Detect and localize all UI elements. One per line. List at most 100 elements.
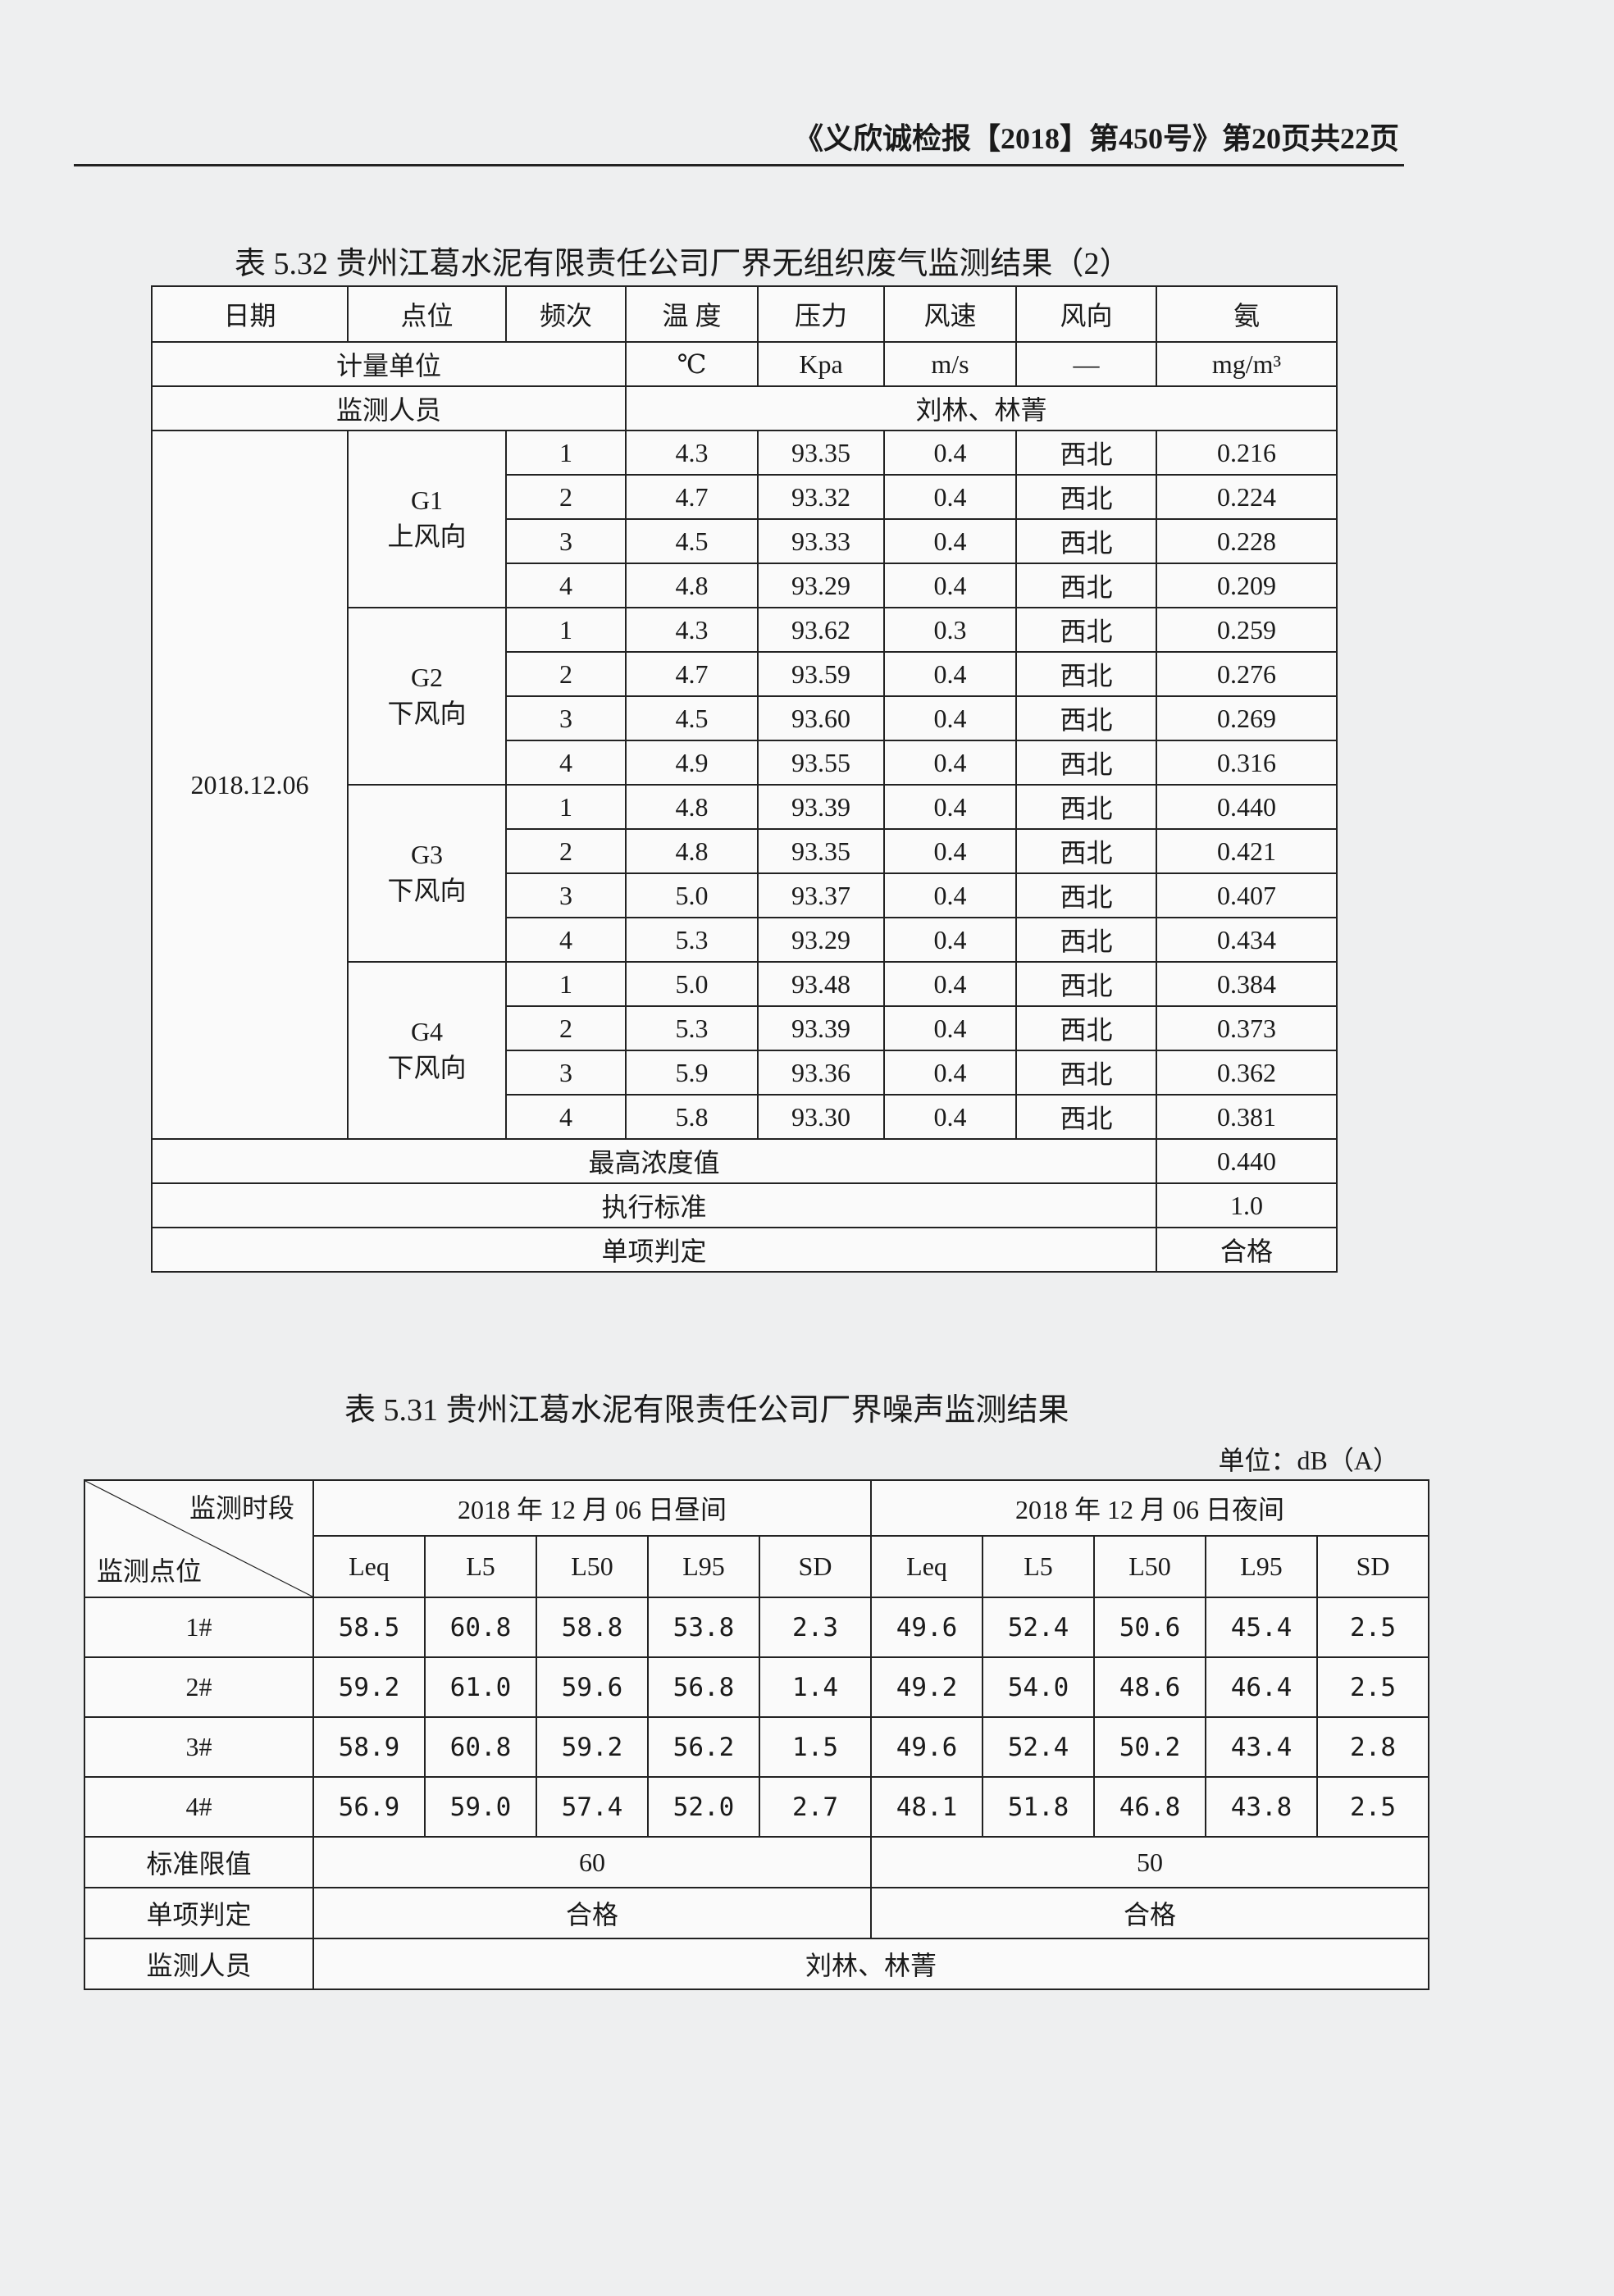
data-cell: 48.6 xyxy=(1093,1656,1207,1718)
metric-header: Leq xyxy=(312,1535,426,1598)
data-cell: 2.7 xyxy=(758,1776,873,1838)
data-cell: 2.5 xyxy=(1316,1656,1430,1718)
point-cell: 4# xyxy=(84,1776,314,1838)
data-cell: 西北 xyxy=(1015,430,1157,476)
data-cell: 0.4 xyxy=(883,695,1017,741)
data-cell: 0.440 xyxy=(1156,784,1338,830)
data-cell: 2.5 xyxy=(1316,1597,1430,1658)
point-cell: 1# xyxy=(84,1597,314,1658)
metric-header: L5 xyxy=(424,1535,537,1598)
corner-bottom-label: 监测点位 xyxy=(97,1556,203,1586)
point-cell: 2# xyxy=(84,1656,314,1718)
data-cell: 0.384 xyxy=(1156,961,1338,1007)
table-row: 2# 59.2 61.0 59.6 56.8 1.4 49.2 54.0 48.6 46.4 2.5 xyxy=(84,1656,1430,1718)
table-row: 2 5.3 93.39 0.4 西北 0.373 xyxy=(152,1005,1338,1051)
data-cell: 4.8 xyxy=(625,784,759,830)
data-cell: 56.9 xyxy=(312,1776,426,1838)
data-cell: 4.5 xyxy=(625,518,759,564)
point-id: G2 xyxy=(410,662,444,692)
table-row: 2 4.7 93.32 0.4 西北 0.224 xyxy=(152,474,1338,520)
summary-row: 执行标准 1.0 xyxy=(151,1182,1338,1228)
waste-gas-table: 日期 点位 频次温 度压力 风速 风向氨计量单位 ℃ Kpa m/s — mg/m³ 监测人员 刘林、… xyxy=(151,285,1338,1273)
table-row: G3 下风向 1 4.8 93.39 0.4 西北 0.440 xyxy=(152,784,1338,963)
data-cell: 0.4 xyxy=(883,651,1017,697)
data-cell: 西北 xyxy=(1015,518,1157,564)
data-cell: 57.4 xyxy=(536,1776,649,1838)
point-id: G1 xyxy=(410,485,444,515)
data-cell: 52.4 xyxy=(982,1716,1096,1778)
column-header: 日期 xyxy=(151,285,349,343)
point-direction: 下风向 xyxy=(387,698,467,728)
data-cell: 1 xyxy=(505,784,627,830)
point-cell: G3 下风向 xyxy=(347,784,507,963)
data-cell: 4 xyxy=(505,917,627,963)
data-cell: 93.39 xyxy=(757,1005,885,1051)
data-cell: 西北 xyxy=(1015,784,1157,830)
data-cell: 60.8 xyxy=(424,1597,537,1658)
data-cell: 0.434 xyxy=(1156,917,1338,963)
limit-night: 50 xyxy=(870,1836,1430,1888)
point-direction: 下风向 xyxy=(387,1052,467,1082)
metric-header: L50 xyxy=(1093,1535,1207,1598)
data-cell: 4.8 xyxy=(625,563,759,608)
data-cell: 西北 xyxy=(1015,563,1157,608)
data-cell: 4.8 xyxy=(625,828,759,874)
corner-cell: 监测时段 监测点位 xyxy=(84,1479,314,1598)
data-cell: 0.228 xyxy=(1156,518,1338,564)
table-row: 3 4.5 93.60 0.4 西北 0.269 xyxy=(152,695,1338,741)
point-cell: G4 下风向 xyxy=(347,961,507,1140)
data-cell: 43.8 xyxy=(1205,1776,1319,1838)
data-cell: 93.39 xyxy=(757,784,885,830)
data-cell: 西北 xyxy=(1015,651,1157,697)
data-cell: 59.0 xyxy=(424,1776,537,1838)
data-cell: 0.4 xyxy=(883,430,1017,476)
data-cell: 2.5 xyxy=(1316,1776,1430,1838)
data-cell: 0.224 xyxy=(1156,474,1338,520)
unit-cell: m/s xyxy=(883,341,1017,387)
data-cell: 西北 xyxy=(1015,695,1157,741)
data-cell: 2 xyxy=(505,651,627,697)
period-header: 2018 年 12 月 06 日夜间 xyxy=(870,1479,1430,1537)
period-header: 2018 年 12 月 06 日昼间 xyxy=(312,1479,873,1537)
data-cell: 2.8 xyxy=(1316,1716,1430,1778)
data-cell: 西北 xyxy=(1015,1050,1157,1096)
judgement-night: 合格 xyxy=(870,1887,1430,1939)
data-cell: 2.3 xyxy=(758,1597,873,1658)
column-header: 频次 xyxy=(505,285,627,343)
data-cell: 93.29 xyxy=(757,917,885,963)
data-cell: 0.4 xyxy=(883,1094,1017,1140)
data-cell: 4.9 xyxy=(625,740,759,786)
data-cell: 3 xyxy=(505,1050,627,1096)
table-row: 2 4.8 93.35 0.4 西北 0.421 xyxy=(152,828,1338,874)
data-cell: 93.29 xyxy=(757,563,885,608)
data-cell: 50.6 xyxy=(1093,1597,1207,1658)
judgement-row: 单项判定 合格 合格 xyxy=(84,1887,1430,1939)
data-cell: 93.35 xyxy=(757,828,885,874)
data-cell: 4.5 xyxy=(625,695,759,741)
data-cell: 48.1 xyxy=(870,1776,984,1838)
column-header: 点位 xyxy=(347,285,507,343)
summary-value: 1.0 xyxy=(1156,1182,1338,1228)
table-row: G4 下风向 1 5.0 93.48 0.4 西北 0.384 xyxy=(152,961,1338,1140)
data-cell: 西北 xyxy=(1015,607,1157,653)
data-cell: 0.4 xyxy=(883,872,1017,918)
column-header: 风向 xyxy=(1015,285,1157,343)
data-cell: 1 xyxy=(505,607,627,653)
data-cell: 60.8 xyxy=(424,1716,537,1778)
data-cell: 0.269 xyxy=(1156,695,1338,741)
data-cell: 93.59 xyxy=(757,651,885,697)
date-cell: 2018.12.06 xyxy=(151,430,349,1140)
data-cell: 5.0 xyxy=(625,872,759,918)
data-cell: 4 xyxy=(505,1094,627,1140)
data-cell: 56.8 xyxy=(647,1656,760,1718)
data-cell: 5.8 xyxy=(625,1094,759,1140)
data-cell: 0.259 xyxy=(1156,607,1338,653)
data-cell: 53.8 xyxy=(647,1597,760,1658)
point-cell: G2 下风向 xyxy=(347,607,507,786)
point-direction: 上风向 xyxy=(387,521,467,551)
data-cell: 93.55 xyxy=(757,740,885,786)
unit-cell: ℃ xyxy=(625,341,759,387)
data-cell: 0.276 xyxy=(1156,651,1338,697)
table-row: 4# 56.9 59.0 57.4 52.0 2.7 48.1 51.8 46.8 43.8 2.5 xyxy=(84,1776,1430,1838)
data-cell: 56.2 xyxy=(647,1716,760,1778)
